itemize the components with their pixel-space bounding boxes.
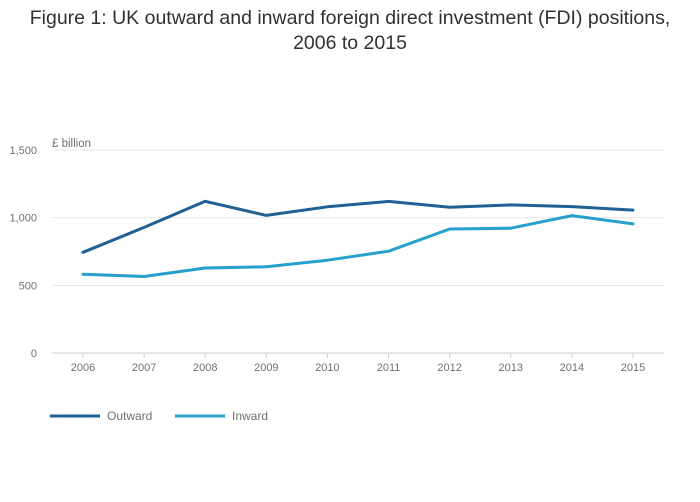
y-tick-label: 1,500	[9, 145, 37, 157]
y-tick-label: 1,000	[9, 213, 37, 225]
series-line-outward	[81, 199, 635, 254]
x-tick-label: 2015	[621, 362, 645, 374]
x-tick-label: 2012	[437, 362, 461, 374]
y-axis-unit-label: £ billion	[52, 138, 91, 150]
x-tick-label: 2014	[560, 362, 584, 374]
x-tick-label: 2008	[193, 362, 217, 374]
chart-title-line-2: 2006 to 2015	[293, 32, 407, 54]
x-tick-label: 2006	[71, 362, 95, 374]
chart-title: Figure 1: UK outward and inward foreign …	[0, 6, 700, 56]
x-tick-label: 2009	[254, 362, 278, 374]
x-axis-ticks: 2006 2007 2008 2009 2010 2011 2012 2013 2014 2015	[71, 353, 645, 374]
gridlines	[52, 149, 664, 286]
legend-label-inward: Inward	[232, 409, 268, 423]
y-axis: 0 500 1,000 1,500	[9, 145, 37, 360]
series-line-inward	[81, 214, 635, 278]
x-tick-label: 2011	[377, 362, 401, 374]
y-tick-label: 500	[19, 280, 37, 292]
x-tick-label: 2007	[132, 362, 156, 374]
x-tick-label: 2013	[499, 362, 523, 374]
y-tick-label: 0	[31, 348, 37, 360]
legend: Outward Inward	[50, 409, 268, 423]
chart-title-line-1: Figure 1: UK outward and inward foreign …	[29, 7, 671, 29]
legend-label-outward: Outward	[107, 409, 152, 423]
series-lines	[81, 199, 635, 278]
x-tick-label: 2010	[315, 362, 339, 374]
